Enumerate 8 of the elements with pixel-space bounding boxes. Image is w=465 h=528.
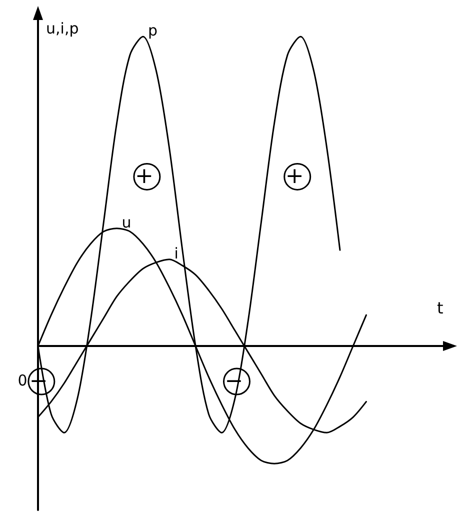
x-axis-title: t	[437, 298, 444, 318]
series-label: u	[122, 213, 132, 232]
series-label: p	[148, 22, 158, 40]
text: 0	[18, 371, 28, 390]
annotation: +	[134, 164, 154, 190]
y-axis-title: u,i,p	[46, 20, 79, 38]
series-label: i	[174, 244, 178, 262]
annotation: +	[285, 164, 304, 190]
